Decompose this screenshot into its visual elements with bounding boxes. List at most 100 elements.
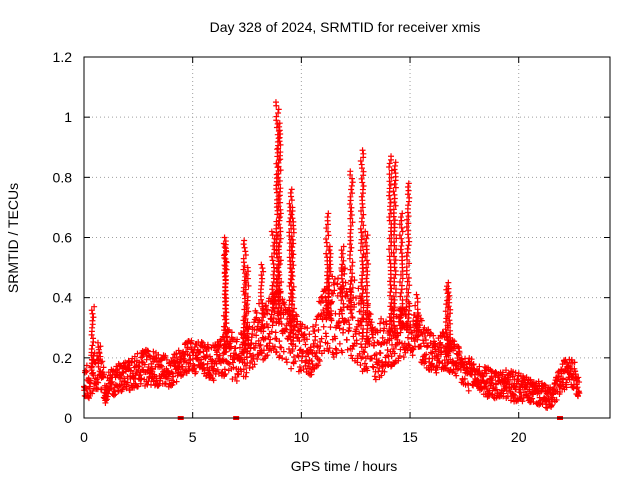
data-point — [285, 304, 292, 311]
data-point — [101, 371, 108, 378]
data-point — [347, 215, 354, 222]
data-point — [399, 275, 406, 282]
data-point — [228, 329, 235, 336]
data-point — [378, 372, 385, 379]
data-point — [277, 289, 284, 296]
data-point — [244, 348, 251, 355]
data-point — [557, 389, 564, 396]
data-point — [289, 287, 296, 294]
data-point — [277, 185, 284, 192]
data-point — [368, 355, 375, 362]
data-point — [456, 349, 463, 356]
data-point — [340, 326, 347, 333]
data-point — [345, 317, 352, 324]
data-point — [97, 353, 104, 360]
data-point — [359, 354, 366, 361]
data-point — [144, 368, 151, 375]
data-point — [339, 290, 346, 297]
data-point — [358, 293, 365, 300]
data-point — [390, 188, 397, 195]
data-point — [222, 371, 229, 378]
data-point — [260, 314, 267, 321]
data-point — [251, 361, 258, 368]
data-point — [275, 170, 282, 177]
data-point — [244, 275, 251, 282]
data-point — [304, 336, 311, 343]
data-point — [403, 325, 410, 332]
data-point — [89, 390, 96, 397]
data-point — [264, 352, 271, 359]
data-point — [88, 356, 95, 363]
data-point — [88, 363, 95, 370]
data-point — [403, 224, 410, 231]
data-point — [244, 341, 251, 348]
data-point — [397, 293, 404, 300]
data-point — [404, 293, 411, 300]
data-point — [324, 228, 331, 235]
data-point — [397, 246, 404, 253]
data-point — [259, 310, 266, 317]
data-point — [387, 289, 394, 296]
data-point — [90, 335, 97, 342]
data-point — [243, 279, 250, 286]
data-point — [216, 343, 223, 350]
data-point — [311, 328, 318, 335]
data-point — [529, 395, 536, 402]
data-point — [398, 289, 405, 296]
data-point — [273, 348, 280, 355]
data-point — [347, 281, 354, 288]
data-point — [168, 382, 175, 389]
data-point — [292, 343, 299, 350]
data-point — [388, 153, 395, 160]
data-point — [398, 307, 405, 314]
data-point — [403, 296, 410, 303]
data-point — [262, 335, 269, 342]
data-point — [288, 233, 295, 240]
data-point — [336, 340, 343, 347]
data-point — [155, 351, 162, 358]
data-point — [276, 120, 283, 127]
data-point — [398, 242, 405, 249]
data-point — [343, 336, 350, 343]
data-point — [242, 362, 249, 369]
x-axis: 0 5 10 15 20 — [80, 57, 527, 445]
data-point — [391, 304, 398, 311]
data-point — [276, 282, 283, 289]
data-point — [223, 338, 230, 345]
data-point — [278, 279, 285, 286]
data-point — [276, 338, 283, 345]
data-point — [379, 334, 386, 341]
data-point — [206, 353, 213, 360]
data-point — [223, 302, 230, 309]
data-point — [358, 236, 365, 243]
data-point — [257, 341, 264, 348]
data-point — [198, 356, 205, 363]
data-point — [327, 261, 334, 268]
data-point — [275, 159, 282, 166]
data-point — [294, 352, 301, 359]
x-tick-label: 15 — [402, 429, 418, 445]
data-point — [363, 257, 370, 264]
data-point — [315, 326, 322, 333]
data-point — [325, 293, 332, 300]
data-point — [377, 341, 384, 348]
data-point — [447, 327, 454, 334]
data-point — [386, 171, 393, 178]
data-point — [404, 183, 411, 190]
data-point — [348, 310, 355, 317]
data-point — [162, 352, 169, 359]
plot-frame — [83, 56, 611, 419]
data-point — [210, 377, 217, 384]
data-point — [348, 244, 355, 251]
data-point — [293, 313, 300, 320]
data-point — [398, 224, 405, 231]
data-point — [288, 312, 295, 319]
data-point — [386, 235, 393, 242]
data-point — [312, 333, 319, 340]
data-point — [83, 368, 90, 375]
data-point — [157, 375, 164, 382]
data-point — [243, 326, 250, 333]
data-point — [341, 285, 348, 292]
data-point — [414, 324, 421, 331]
data-point — [244, 293, 251, 300]
